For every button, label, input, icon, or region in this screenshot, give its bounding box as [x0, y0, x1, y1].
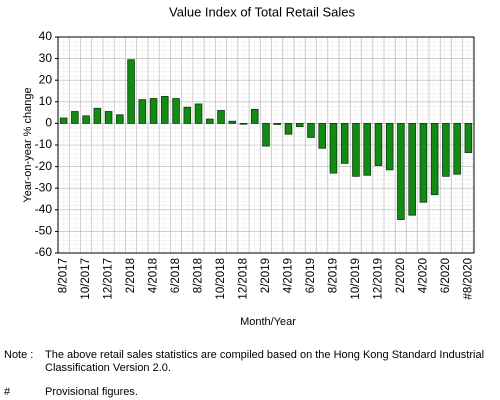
note-text: The above retail sales statistics are co… — [45, 349, 484, 361]
x-tick-label: 2/2018 — [125, 258, 137, 293]
y-tick-label: -10 — [35, 137, 53, 151]
y-tick-label: -30 — [35, 180, 53, 194]
note-marker: Note : — [4, 349, 33, 361]
x-tick-label: 12/2018 — [238, 258, 250, 300]
y-tick-label: -20 — [35, 159, 53, 173]
x-tick-label: 4/2020 — [417, 258, 429, 293]
x-tick-label: 12/2017 — [103, 258, 115, 300]
bar — [453, 123, 461, 175]
y-tick-label: 10 — [39, 94, 53, 108]
bar — [116, 114, 124, 124]
x-tick-label: 10/2017 — [80, 258, 92, 300]
bar — [318, 123, 326, 149]
bar — [161, 96, 169, 124]
x-tick-label: 6/2019 — [305, 258, 317, 293]
x-tick-label: 2/2020 — [395, 258, 407, 293]
bar — [397, 123, 405, 220]
x-tick-label: 8/2017 — [58, 258, 70, 293]
bar — [206, 118, 214, 124]
bar — [127, 59, 135, 124]
bar — [239, 123, 248, 125]
y-tick-label: 20 — [39, 72, 53, 86]
note-marker: # — [4, 386, 11, 398]
bar — [228, 120, 237, 124]
bar — [93, 107, 102, 124]
x-tick-label: 8/2019 — [327, 258, 339, 293]
bar — [363, 123, 371, 176]
y-tick-label: 40 — [39, 29, 53, 43]
x-tick-label: 2/2019 — [260, 258, 272, 293]
bar — [374, 123, 383, 166]
bar — [71, 111, 79, 124]
y-tick-label: -40 — [35, 202, 53, 216]
y-tick-label: -60 — [35, 245, 53, 259]
bar — [442, 123, 450, 177]
bar — [149, 98, 158, 124]
x-tick-label: 6/2020 — [440, 258, 452, 293]
x-tick-label: #8/2020 — [462, 258, 474, 300]
bar — [284, 123, 293, 135]
x-axis-label: Month/Year — [240, 316, 296, 328]
bar — [408, 123, 416, 216]
bar — [352, 123, 360, 177]
bar — [82, 115, 90, 124]
bar — [217, 110, 225, 124]
bar — [104, 111, 113, 124]
bar — [430, 123, 439, 196]
bar — [59, 117, 68, 124]
bar — [464, 123, 473, 153]
bar — [307, 123, 315, 138]
x-tick-label: 6/2018 — [170, 258, 182, 293]
bar — [340, 123, 349, 164]
y-tick-label: 0 — [45, 116, 52, 130]
bar — [172, 98, 180, 124]
x-tick-label: 10/2018 — [215, 258, 227, 300]
x-tick-label: 12/2019 — [372, 258, 384, 300]
y-axis-label: Year-on-year % change — [22, 87, 34, 202]
bar — [273, 123, 282, 125]
bar — [385, 123, 394, 171]
bar — [419, 123, 428, 203]
x-tick-label: 4/2019 — [283, 258, 295, 293]
x-tick-label: 10/2019 — [350, 258, 362, 300]
bar — [262, 123, 270, 147]
y-tick-label: 30 — [39, 51, 53, 65]
note-text: Provisional figures. — [45, 386, 138, 398]
bar — [329, 123, 338, 174]
y-tick-label: -50 — [35, 224, 53, 238]
bar — [194, 103, 203, 124]
plot-frame — [57, 36, 475, 254]
x-tick-label: 4/2018 — [148, 258, 160, 293]
bar — [138, 99, 147, 124]
chart-title: Value Index of Total Retail Sales — [169, 4, 355, 19]
bar — [295, 123, 304, 128]
bar — [183, 106, 192, 124]
bar — [250, 108, 259, 124]
note-text: Classification Version 2.0. — [45, 362, 171, 374]
x-tick-label: 8/2018 — [193, 258, 205, 293]
